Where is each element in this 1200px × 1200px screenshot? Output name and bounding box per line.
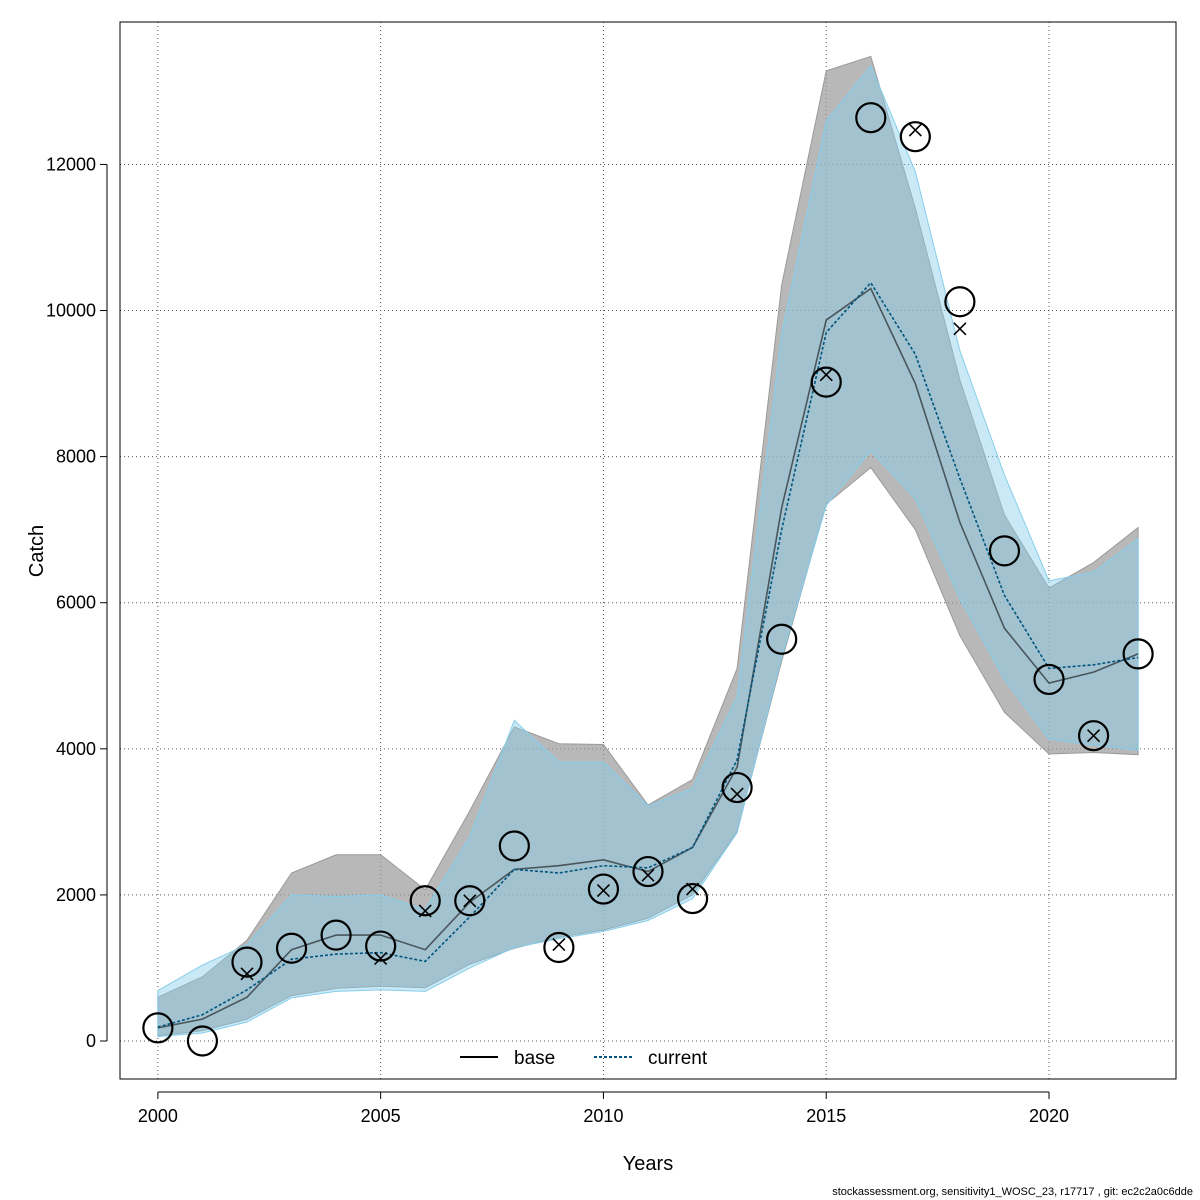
y-tick-label-0: 0 bbox=[86, 1031, 96, 1051]
grid-lines bbox=[120, 22, 1176, 1079]
observed-point-2016 bbox=[855, 102, 887, 134]
observed-point-2004 bbox=[320, 919, 352, 951]
observed-point-2021 bbox=[1077, 720, 1110, 752]
expected-point-2013 bbox=[730, 787, 744, 801]
band-current bbox=[157, 64, 1139, 1038]
y-tick-label-12000: 12000 bbox=[46, 154, 96, 174]
axes: 2000 2005 2010 2015 2020 0 2000 4000 6000 8000 100… bbox=[46, 21, 1177, 1126]
expected-point-2010 bbox=[596, 883, 611, 898]
observed-point-2009 bbox=[543, 931, 575, 964]
observed-point-2020 bbox=[1033, 663, 1065, 696]
expected-point-2007 bbox=[463, 894, 477, 908]
legend-label-current: current bbox=[648, 1048, 708, 1069]
y-tick-label-10000: 10000 bbox=[46, 301, 96, 321]
expected-point-2005 bbox=[374, 951, 388, 966]
band-base bbox=[157, 55, 1139, 1037]
expected-point-2018 bbox=[953, 322, 967, 336]
footer-credit: stockassessment.org, sensitivity1_WOSC_2… bbox=[832, 1186, 1193, 1198]
y-axis-title: Catch bbox=[26, 525, 48, 577]
observed-point-2005 bbox=[365, 930, 397, 962]
legend-label-base: base bbox=[514, 1048, 555, 1069]
expected-point-2017 bbox=[908, 123, 922, 137]
expected-point-2021 bbox=[1087, 729, 1101, 743]
x-tick-label-2010: 2010 bbox=[583, 1106, 623, 1126]
expected-point-2011 bbox=[641, 868, 655, 882]
observed-point-2003 bbox=[275, 932, 308, 964]
data-points bbox=[142, 102, 1154, 1057]
y-tick-label-6000: 6000 bbox=[56, 593, 96, 613]
observed-point-2014 bbox=[766, 623, 798, 655]
y-tick-label-8000: 8000 bbox=[56, 447, 96, 467]
x-axis-title: Years bbox=[623, 1153, 673, 1175]
observed-point-2011 bbox=[632, 855, 664, 888]
observed-point-2012 bbox=[676, 882, 709, 915]
observed-point-2022 bbox=[1122, 638, 1154, 670]
observed-point-2019 bbox=[988, 535, 1021, 567]
x-tick-label-2005: 2005 bbox=[361, 1106, 401, 1126]
y-tick-label-2000: 2000 bbox=[56, 885, 96, 905]
observed-point-2013 bbox=[721, 771, 753, 804]
observed-point-2018 bbox=[944, 286, 976, 318]
expected-point-2006 bbox=[418, 904, 432, 918]
x-tick-label-2000: 2000 bbox=[138, 1106, 178, 1126]
observed-point-2000 bbox=[142, 1012, 174, 1044]
estimate-lines bbox=[157, 281, 1139, 1029]
observed-point-2015 bbox=[810, 366, 842, 398]
line-current bbox=[157, 281, 1139, 1028]
expected-point-2009 bbox=[552, 938, 566, 952]
observed-point-2002 bbox=[231, 946, 263, 978]
observed-point-2017 bbox=[899, 121, 931, 153]
observed-point-2007 bbox=[454, 885, 486, 917]
expected-point-2002 bbox=[240, 967, 254, 981]
x-tick-label-2015: 2015 bbox=[806, 1106, 846, 1126]
observed-point-2006 bbox=[409, 885, 441, 917]
x-tick-label-2020: 2020 bbox=[1029, 1106, 1069, 1126]
observed-point-2010 bbox=[587, 873, 620, 905]
confidence-bands bbox=[157, 55, 1139, 1038]
legend: base current bbox=[460, 1048, 708, 1069]
observed-point-2008 bbox=[498, 830, 530, 862]
plot-frame bbox=[119, 21, 1177, 1080]
y-tick-label-4000: 4000 bbox=[56, 739, 96, 759]
expected-point-2015 bbox=[819, 368, 833, 382]
line-base bbox=[157, 287, 1139, 1029]
expected-point-2012 bbox=[685, 882, 700, 896]
observed-point-2001 bbox=[186, 1025, 219, 1057]
